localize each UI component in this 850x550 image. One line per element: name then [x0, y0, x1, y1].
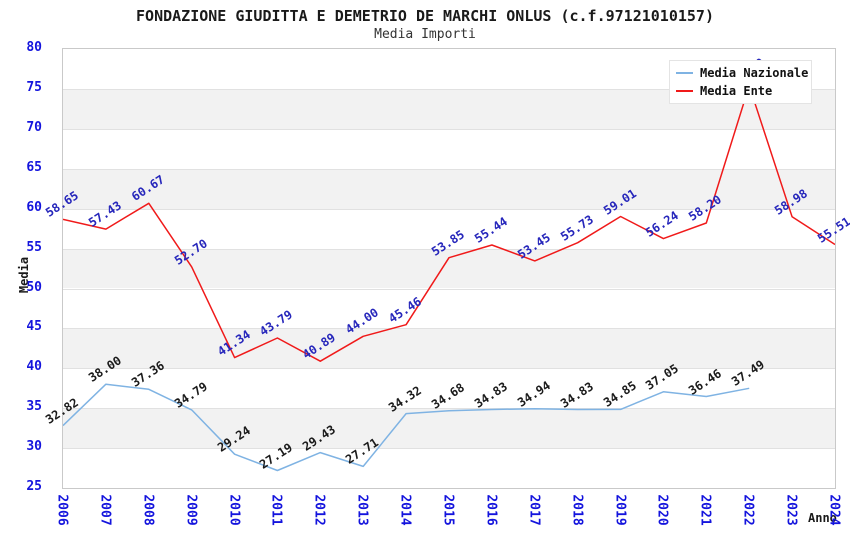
grid-line: [63, 448, 835, 450]
x-tick-label: 2021: [697, 494, 713, 526]
grid-line: [63, 368, 835, 370]
y-tick-label: 65: [26, 159, 42, 175]
grid-line: [63, 248, 835, 250]
y-tick-label: 60: [26, 199, 42, 215]
series-line-media-nazionale: [63, 383, 750, 472]
x-tick-label: 2017: [526, 494, 542, 526]
series-line-media-ente: [63, 84, 835, 362]
x-tick-label: 2024: [826, 494, 842, 526]
x-tick-label: 2012: [311, 494, 327, 526]
x-tick-label: 2013: [354, 494, 370, 526]
x-tick-label: 2018: [569, 494, 585, 526]
legend-line-swatch: [676, 90, 693, 92]
series-lines: [63, 84, 835, 472]
grid-band: [63, 168, 835, 209]
x-tick-label: 2006: [54, 494, 70, 526]
chart-title: FONDAZIONE GIUDITTA E DEMETRIO DE MARCHI…: [136, 7, 714, 25]
legend-item: Media Nazionale: [670, 64, 811, 82]
y-tick-label: 75: [26, 79, 42, 95]
x-tick-label: 2015: [440, 494, 456, 526]
legend: Media Nazionale Media Ente: [669, 60, 812, 104]
y-tick-label: 50: [26, 279, 42, 295]
y-tick-label: 45: [26, 319, 42, 335]
y-tick-label: 40: [26, 359, 42, 375]
grid-line: [63, 208, 835, 210]
legend-item-label: Media Ente: [700, 84, 773, 98]
x-tick-label: 2019: [612, 494, 628, 526]
x-tick-label: 2009: [183, 494, 199, 526]
y-tick-label: 30: [26, 439, 42, 455]
y-tick-label: 25: [26, 479, 42, 494]
legend-item-label: Media Nazionale: [700, 66, 809, 80]
y-tick-label: 80: [26, 40, 42, 55]
grid-line: [63, 408, 835, 410]
y-tick-label: 55: [26, 239, 42, 255]
x-tick-label: 2016: [483, 494, 499, 526]
x-tick-label: 2007: [97, 494, 113, 526]
y-tick-label: 70: [26, 119, 42, 135]
legend-line-swatch: [676, 72, 693, 74]
chart-subtitle: Media Importi: [374, 27, 476, 42]
x-tick-label: 2020: [654, 494, 670, 526]
legend-item: Media Ente: [670, 82, 811, 100]
y-tick-label: 35: [26, 399, 42, 415]
x-tick-label: 2008: [140, 494, 156, 526]
grid-band: [63, 408, 835, 449]
grid-line: [63, 288, 835, 290]
grid-line: [63, 88, 835, 90]
grid-line: [63, 328, 835, 330]
grid-line: [63, 168, 835, 170]
x-tick-label: 2010: [226, 494, 242, 526]
x-tick-label: 2023: [783, 494, 799, 526]
grid-line: [63, 128, 835, 130]
x-tick-label: 2011: [268, 494, 284, 526]
x-tick-label: 2022: [740, 494, 756, 526]
x-axis-title: Anno: [808, 511, 837, 525]
plot-area: [62, 48, 836, 489]
x-tick-label: 2014: [397, 494, 413, 526]
grid-band: [63, 328, 835, 369]
